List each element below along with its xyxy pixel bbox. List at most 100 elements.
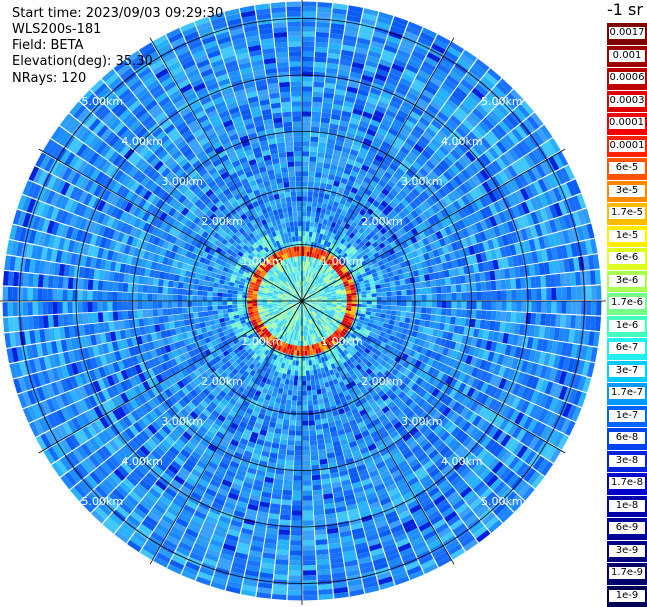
ray-gate-cell	[305, 365, 310, 371]
ray-gate-cell	[333, 234, 340, 241]
ray-gate-cell	[394, 387, 403, 396]
ray-gate-cell	[449, 276, 456, 285]
ray-gate-cell	[306, 375, 311, 381]
ray-gate-cell	[568, 373, 577, 388]
ray-gate-cell	[431, 204, 440, 214]
ray-gate-cell	[575, 315, 582, 330]
ray-gate-cell	[391, 469, 402, 479]
ray-gate-cell	[387, 179, 396, 189]
ray-gate-cell	[293, 375, 299, 381]
ray-gate-cell	[314, 419, 322, 426]
ray-gate-cell	[398, 382, 407, 391]
ray-gate-cell	[324, 277, 330, 283]
ray-gate-cell	[425, 349, 433, 358]
ray-gate-cell	[294, 365, 299, 371]
ray-gate-cell	[314, 379, 320, 385]
ray-gate-cell	[431, 453, 443, 464]
ray-gate-cell	[530, 211, 540, 225]
ray-gate-cell	[310, 454, 319, 461]
ray-gate-cell	[390, 310, 397, 316]
ray-gate-cell	[304, 251, 308, 257]
ray-gate-cell	[560, 342, 569, 356]
ray-gate-cell	[361, 371, 369, 379]
ray-gate-cell	[298, 365, 302, 371]
ray-gate-cell	[348, 175, 357, 183]
ray-gate-cell	[303, 570, 317, 576]
ray-gate-cell	[306, 380, 311, 386]
ray-gate-cell	[334, 252, 340, 259]
ray-gate-cell	[343, 141, 353, 149]
ray-gate-cell	[483, 396, 494, 408]
ray-gate-cell	[572, 359, 581, 374]
ray-gate-cell	[443, 156, 454, 167]
ray-gate-cell	[436, 63, 451, 75]
ray-gate-cell	[513, 107, 527, 122]
ray-gate-cell	[336, 302, 342, 306]
ray-gate-cell	[425, 463, 438, 475]
ray-gate-cell	[345, 308, 352, 312]
ray-gate-cell	[379, 235, 387, 243]
ray-gate-cell	[308, 308, 313, 313]
ray-gate-cell	[379, 145, 389, 154]
ray-gate-cell	[331, 299, 337, 301]
ray-gate-cell	[322, 268, 328, 274]
ray-gate-cell	[492, 352, 500, 364]
ray-gate-cell	[302, 61, 314, 67]
ray-gate-cell	[440, 431, 451, 442]
ray-gate-cell	[392, 171, 403, 181]
ray-gate-cell	[302, 525, 315, 531]
ray-gate-cell	[450, 475, 463, 487]
ray-gate-cell	[460, 309, 467, 318]
ray-gate-cell	[513, 176, 524, 190]
ray-gate-cell	[417, 325, 425, 333]
ray-gate-cell	[427, 385, 436, 395]
ray-gate-cell	[304, 271, 307, 277]
ray-gate-cell	[365, 354, 372, 361]
ray-gate-cell	[285, 404, 292, 411]
ray-gate-cell	[313, 316, 318, 322]
ray-gate-cell	[481, 117, 495, 130]
ray-gate-cell	[518, 173, 529, 187]
ray-gate-cell	[309, 291, 315, 296]
ray-gate-cell	[324, 309, 330, 314]
ray-gate-cell	[496, 505, 511, 520]
ray-gate-cell	[325, 225, 331, 232]
ray-gate-cell	[365, 172, 374, 180]
ray-gate-cell	[353, 377, 361, 385]
ray-gate-cell	[352, 265, 359, 271]
ray-gate-cell	[401, 394, 410, 403]
ray-gate-cell	[487, 163, 499, 176]
ray-gate-cell	[509, 345, 517, 357]
ray-gate-cell	[489, 110, 502, 124]
ray-gate-cell	[342, 39, 356, 47]
ray-gate-cell	[443, 79, 457, 91]
ray-gate-cell	[540, 425, 552, 440]
ray-gate-cell	[356, 291, 362, 296]
ray-gate-cell	[405, 283, 412, 290]
ray-gate-cell	[441, 293, 447, 301]
ray-gate-cell	[391, 376, 399, 385]
ray-gate-cell	[439, 198, 449, 209]
ray-gate-cell	[357, 220, 365, 228]
ray-gate-cell	[371, 297, 377, 301]
ray-gate-cell	[577, 375, 587, 391]
ray-gate-cell	[543, 191, 554, 206]
ray-gate-cell	[346, 295, 352, 299]
ray-gate-cell	[541, 249, 549, 262]
ray-gate-cell	[503, 134, 516, 148]
ray-gate-cell	[386, 35, 402, 45]
ray-gate-cell	[315, 166, 323, 173]
ray-gate-cell	[451, 259, 459, 269]
ray-gate-cell	[431, 293, 437, 301]
ray-gate-cell	[440, 464, 453, 475]
ray-gate-cell	[302, 221, 306, 227]
ray-gate-cell	[355, 416, 364, 424]
ray-gate-cell	[302, 500, 313, 506]
ray-gate-cell	[493, 213, 503, 226]
ray-gate-cell	[370, 430, 380, 439]
ray-gate-cell	[384, 344, 391, 351]
ray-gate-cell	[320, 413, 327, 420]
ray-gate-cell	[305, 226, 310, 232]
ray-gate-cell	[542, 176, 553, 191]
ray-gate-cell	[372, 226, 380, 234]
